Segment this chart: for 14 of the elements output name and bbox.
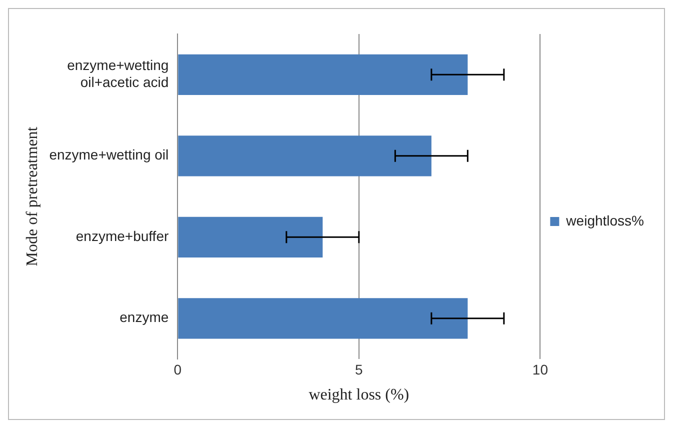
bar (178, 54, 468, 95)
bar (178, 216, 323, 258)
x-axis-title: weight loss (%) (308, 386, 410, 404)
y-tick-label: enzyme+wetting oil+acetic acid (67, 57, 169, 90)
bar (178, 298, 468, 339)
y-tick-label: enzyme+buffer (76, 228, 169, 244)
x-tick-label: 5 (355, 361, 364, 378)
legend-label: weightloss% (565, 212, 644, 228)
y-tick-label: enzyme (120, 309, 169, 326)
bar (178, 136, 432, 176)
x-tick-label: 10 (532, 361, 548, 378)
x-tick-label: 0 (174, 361, 182, 378)
y-axis-title: Mode of pretreatment (24, 126, 41, 266)
y-tick-label: enzyme+wetting oil (49, 146, 169, 163)
